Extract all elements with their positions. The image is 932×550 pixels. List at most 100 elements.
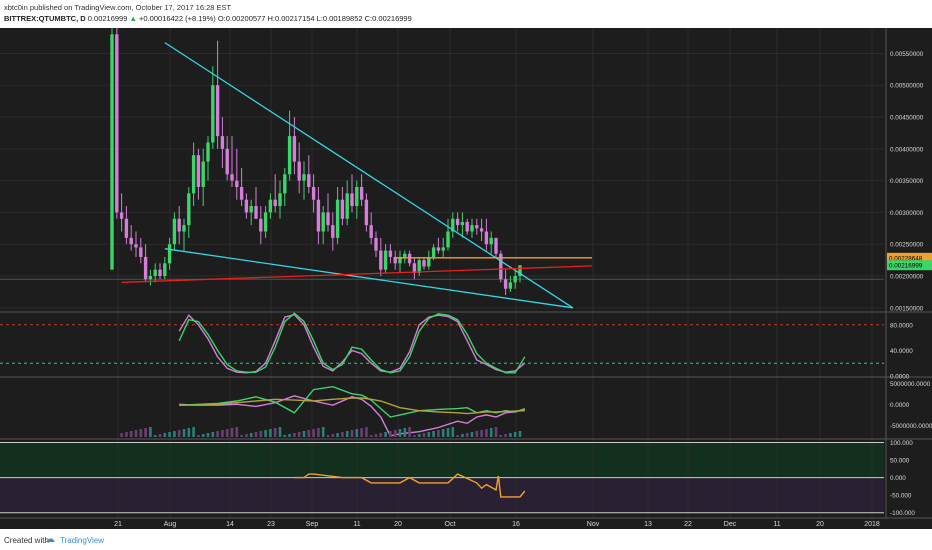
- y-tick-label: 0.0000: [890, 374, 910, 381]
- candle-body: [187, 193, 191, 226]
- candle-body: [508, 282, 513, 289]
- y-tick-label: 0.00450000: [890, 115, 924, 122]
- volume-bar: [451, 427, 455, 437]
- volume-bar: [480, 430, 483, 437]
- candle-body: [345, 193, 349, 219]
- candle-body: [244, 199, 249, 213]
- volume-bar: [134, 430, 138, 437]
- volume-bar: [153, 435, 157, 437]
- candle-body: [412, 263, 417, 273]
- candle-body: [393, 256, 397, 264]
- volume-bar: [518, 431, 522, 437]
- candle-body: [369, 225, 373, 238]
- candle-body: [143, 256, 148, 280]
- x-tick-label: 22: [684, 521, 692, 528]
- volume-bar: [264, 430, 267, 437]
- series-line: [178, 313, 526, 374]
- candle-body: [518, 265, 522, 277]
- volume-bar: [499, 435, 503, 437]
- candle-body: [446, 231, 450, 248]
- candle-body: [215, 85, 220, 137]
- x-tick-label: 20: [394, 521, 402, 528]
- price-change: +0.00016422 (+8.19%): [139, 14, 216, 23]
- volume-bar: [336, 433, 339, 437]
- volume-bar: [317, 428, 320, 437]
- candle-body: [148, 276, 153, 280]
- y-tick-label: 0.00400000: [890, 146, 924, 153]
- chart-header: xbtc0in published on TradingView.com, Oc…: [0, 0, 932, 28]
- candle-body: [206, 142, 210, 162]
- candle-body: [268, 199, 273, 213]
- candle-body: [287, 136, 292, 175]
- candle-body: [331, 225, 335, 238]
- last-price: 0.00216999: [87, 14, 128, 23]
- volume-bar: [192, 427, 195, 437]
- volume-bar: [509, 433, 512, 437]
- candle-body: [398, 256, 402, 264]
- volume-bar: [437, 430, 440, 437]
- candle-body: [379, 250, 383, 270]
- volume-bar: [369, 435, 373, 437]
- volume-bar: [384, 432, 387, 437]
- x-tick-label: 21: [114, 521, 122, 528]
- candle-body: [249, 206, 253, 213]
- chart-canvas[interactable]: 21 Aug 14 23 Sep 11 20 Oct 16 Nov 13 22 Dec 11 20 2018 0…: [0, 28, 932, 529]
- y-tick-label: 0.00150000: [890, 305, 924, 312]
- candle-body: [297, 161, 301, 181]
- y-tick-label: 100.000: [890, 440, 913, 447]
- x-tick-label: 11: [353, 521, 360, 528]
- x-tick-label: Aug: [164, 521, 177, 528]
- candle-body: [167, 244, 172, 264]
- volume-bar: [249, 433, 253, 437]
- volume-bar: [230, 428, 234, 437]
- candle-body: [475, 225, 479, 229]
- candle-body: [311, 186, 316, 200]
- volume-bar: [417, 434, 421, 437]
- volume-bar: [297, 432, 301, 437]
- y-tick-label: 80.0000: [890, 322, 913, 329]
- volume-bar: [182, 429, 186, 437]
- candle-body: [499, 253, 503, 280]
- volume-bar: [374, 434, 378, 437]
- candle-body: [340, 199, 345, 219]
- tradingview-brand[interactable]: TradingView: [60, 536, 105, 545]
- y-tick-label: 0.000: [890, 475, 906, 482]
- volume-bar: [206, 433, 210, 437]
- volume-bar: [456, 435, 459, 437]
- candle-body: [455, 218, 460, 226]
- volume-bar: [293, 433, 296, 437]
- chart-area[interactable]: 21 Aug 14 23 Sep 11 20 Oct 16 Nov 13 22 Dec 11 20 2018 0…: [0, 28, 932, 529]
- y-tick-label: 0.00500000: [890, 83, 924, 90]
- y-tick-label: 0.00550000: [890, 51, 924, 58]
- volume-bar: [350, 430, 354, 437]
- candle-body: [201, 161, 205, 187]
- candle-body: [182, 225, 186, 232]
- candle-body: [235, 180, 239, 187]
- symbol-label: BITTREX:QTUMBTC, D: [4, 14, 86, 23]
- candle-body: [383, 250, 388, 270]
- candle-body: [403, 253, 407, 257]
- candle-body: [407, 253, 412, 264]
- candle-body: [436, 247, 441, 251]
- volume-bar: [413, 435, 416, 437]
- change-up-icon: ▲: [129, 14, 137, 23]
- volume-bar: [365, 427, 368, 437]
- candle-body: [283, 174, 287, 194]
- candle-body: [470, 225, 474, 232]
- candle-body: [230, 174, 234, 181]
- y-tick-label: -100.000: [890, 510, 915, 517]
- volume-bar: [504, 434, 507, 437]
- candle-body: [259, 218, 263, 232]
- volume-bar: [168, 432, 171, 437]
- candle-body: [172, 218, 177, 245]
- x-tick-label: Oct: [445, 521, 456, 528]
- candle-body: [139, 247, 143, 257]
- price-label-tag: [887, 260, 932, 271]
- tradingview-logo-icon: ☁: [45, 534, 55, 545]
- price-label-text: 0.00216999: [889, 263, 923, 270]
- volume-bar: [408, 427, 411, 437]
- volume-bar: [245, 434, 248, 437]
- volume-bar: [163, 433, 167, 437]
- x-tick-label: 16: [512, 521, 520, 528]
- candle-body: [417, 260, 421, 273]
